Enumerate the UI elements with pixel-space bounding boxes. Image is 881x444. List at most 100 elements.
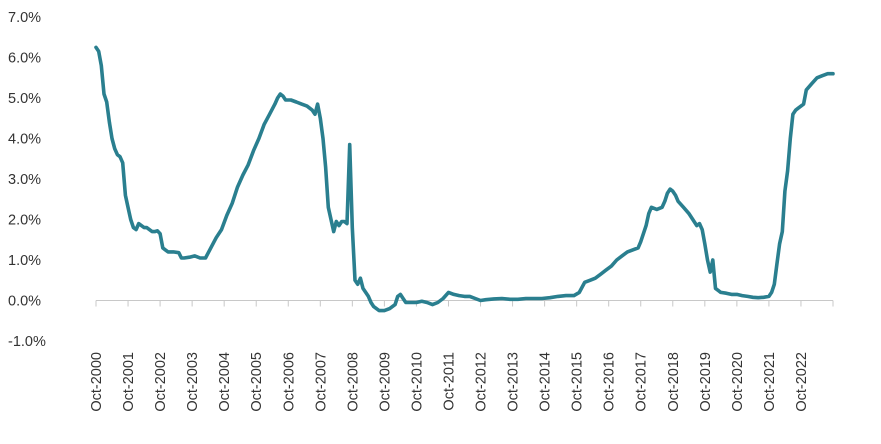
x-tick-label: Oct-2006 <box>281 352 297 412</box>
data-point <box>485 299 487 301</box>
data-point <box>637 247 639 249</box>
data-point <box>290 99 292 101</box>
data-point <box>768 296 770 298</box>
data-point <box>627 251 629 253</box>
data-point <box>368 296 370 298</box>
data-point <box>146 227 148 229</box>
data-point <box>741 295 743 297</box>
data-point <box>106 101 108 103</box>
data-point <box>661 207 663 209</box>
data-point <box>595 277 597 279</box>
data-point <box>779 243 781 245</box>
x-tick-label: Oct-2014 <box>538 352 554 412</box>
data-point <box>704 243 706 245</box>
data-point <box>402 298 404 300</box>
data-point <box>693 221 695 223</box>
x-tick-label: Oct-2019 <box>698 352 714 412</box>
data-point <box>199 257 201 259</box>
data-point <box>458 295 460 297</box>
data-point <box>501 298 503 300</box>
data-point <box>611 265 613 267</box>
data-point <box>784 190 786 192</box>
data-point <box>525 298 527 300</box>
data-point <box>285 99 287 101</box>
data-point <box>269 113 271 115</box>
data-point <box>394 304 396 306</box>
data-point <box>178 252 180 254</box>
data-point <box>221 229 223 231</box>
data-point <box>263 124 265 126</box>
data-point <box>771 292 773 294</box>
data-point <box>274 103 276 105</box>
x-tick-label: Oct-2021 <box>762 352 778 412</box>
data-point <box>400 294 402 296</box>
data-point <box>149 229 151 231</box>
data-point <box>699 223 701 225</box>
data-point <box>806 89 808 91</box>
data-point <box>135 229 137 231</box>
data-point <box>437 302 439 304</box>
data-point <box>757 297 759 299</box>
data-point <box>717 290 719 292</box>
data-point <box>312 109 314 111</box>
data-point <box>712 259 714 261</box>
data-point <box>258 138 260 140</box>
data-point <box>720 292 722 294</box>
series-line <box>94 45 835 313</box>
data-point <box>421 301 423 303</box>
data-point <box>827 73 829 75</box>
x-tick-label: Oct-2002 <box>153 352 169 412</box>
data-point <box>378 310 380 312</box>
data-point <box>325 166 327 168</box>
data-point <box>122 162 124 164</box>
data-point <box>763 297 765 299</box>
data-point <box>651 207 653 209</box>
data-point <box>648 213 650 215</box>
data-point <box>98 51 100 53</box>
data-point <box>322 138 324 140</box>
x-tick-label: Oct-2013 <box>506 352 522 412</box>
data-point <box>549 297 551 299</box>
data-point <box>154 231 156 233</box>
data-point <box>752 297 754 299</box>
x-tick-label: Oct-2020 <box>730 352 746 412</box>
data-point <box>397 296 399 298</box>
data-point <box>349 144 351 146</box>
data-point <box>231 203 233 205</box>
y-tick-label: -1.0% <box>8 334 46 350</box>
x-tick-label: Oct-2005 <box>249 352 265 412</box>
data-point <box>167 251 169 253</box>
data-point <box>253 150 255 152</box>
x-tick-label: Oct-2003 <box>185 352 201 412</box>
data-point <box>600 273 602 275</box>
data-point <box>151 231 153 233</box>
data-point <box>736 294 738 296</box>
x-tick-label: Oct-2015 <box>570 352 586 412</box>
data-point <box>125 194 127 196</box>
x-tick-label: Oct-2017 <box>634 352 650 412</box>
data-point <box>384 310 386 312</box>
data-point <box>338 225 340 227</box>
data-point <box>474 298 476 300</box>
data-point <box>159 233 161 235</box>
data-point <box>584 282 586 284</box>
y-tick-label: 2.0% <box>8 213 41 229</box>
data-point <box>280 93 282 95</box>
data-point <box>370 302 372 304</box>
x-tick-label: Oct-2008 <box>345 352 361 412</box>
data-point <box>811 83 813 85</box>
data-point <box>336 221 338 223</box>
data-point <box>247 164 249 166</box>
data-point <box>656 209 658 211</box>
data-point <box>360 277 362 279</box>
data-point <box>277 97 279 99</box>
y-tick-label: 4.0% <box>8 132 41 148</box>
data-point <box>117 154 119 156</box>
data-point <box>792 113 794 115</box>
data-point <box>373 306 375 308</box>
data-point <box>109 122 111 124</box>
data-point <box>696 225 698 227</box>
x-tick-label: Oct-2011 <box>441 352 457 411</box>
data-point <box>453 294 455 296</box>
